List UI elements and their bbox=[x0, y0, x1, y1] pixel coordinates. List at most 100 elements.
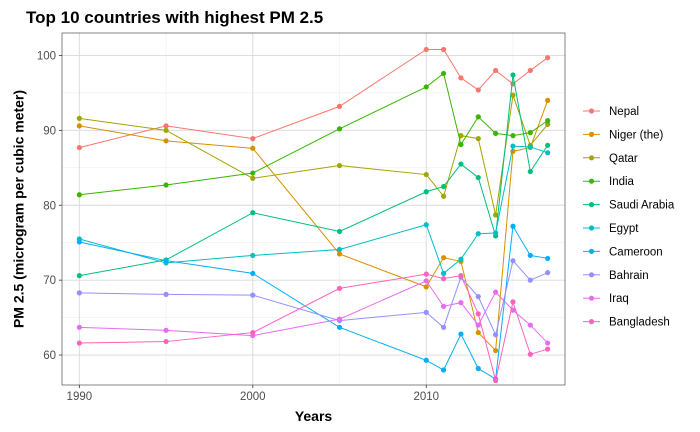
data-point bbox=[440, 276, 447, 282]
data-point bbox=[545, 340, 551, 346]
data-point bbox=[250, 136, 256, 142]
data-point bbox=[458, 273, 464, 279]
x-axis-title: Years bbox=[295, 408, 333, 424]
data-point bbox=[440, 367, 447, 373]
data-point bbox=[76, 115, 82, 121]
data-point bbox=[76, 324, 82, 330]
data-point bbox=[423, 309, 429, 315]
data-point bbox=[336, 324, 343, 330]
data-point bbox=[440, 324, 447, 330]
legend-label: Bahrain bbox=[609, 270, 649, 282]
legend-item: Iraq bbox=[583, 293, 629, 305]
series-cameroon bbox=[76, 223, 551, 382]
legend: Nepal Niger (the) Qatar India Saudi Arabia Eg… bbox=[583, 106, 675, 329]
chart-title: Top 10 countries with highest PM 2.5 bbox=[26, 8, 323, 27]
series-line bbox=[79, 72, 548, 196]
data-point bbox=[545, 150, 551, 156]
data-point bbox=[458, 300, 464, 306]
data-point bbox=[250, 292, 256, 298]
legend-item: Egypt bbox=[583, 223, 639, 235]
y-axis-title: PM 2.5 (microgram per cubic meter) bbox=[11, 90, 27, 328]
data-point bbox=[510, 133, 516, 139]
series-nepal bbox=[76, 46, 551, 151]
legend-label: Nepal bbox=[609, 106, 639, 118]
data-point bbox=[527, 322, 533, 328]
data-point bbox=[510, 143, 516, 149]
data-point bbox=[475, 231, 481, 237]
data-point bbox=[475, 311, 481, 317]
data-point bbox=[76, 239, 82, 245]
data-point bbox=[527, 144, 533, 150]
series-line bbox=[79, 259, 548, 337]
data-point bbox=[423, 222, 429, 228]
legend-item: Niger (the) bbox=[583, 129, 663, 141]
legend-key-point bbox=[588, 248, 595, 254]
legend-key-point bbox=[588, 202, 595, 208]
series-line bbox=[79, 273, 548, 381]
legend-key-point bbox=[588, 178, 595, 184]
data-point bbox=[475, 87, 481, 93]
y-tick-label: 80 bbox=[43, 200, 56, 212]
data-point bbox=[458, 141, 464, 148]
legend-item: Bangladesh bbox=[583, 317, 670, 329]
legend-key-point bbox=[588, 295, 595, 301]
data-point bbox=[545, 121, 551, 127]
series-line bbox=[79, 224, 548, 380]
legend-item: Bahrain bbox=[583, 270, 649, 282]
data-point bbox=[250, 175, 256, 181]
data-point bbox=[440, 193, 447, 199]
data-point bbox=[475, 174, 481, 181]
legend-item: Nepal bbox=[583, 106, 639, 118]
legend-item: Saudi Arabia bbox=[583, 200, 675, 212]
data-point bbox=[475, 294, 481, 300]
data-point bbox=[527, 67, 533, 74]
grid-lines bbox=[62, 33, 565, 385]
data-point bbox=[475, 114, 481, 120]
data-point bbox=[76, 273, 82, 279]
data-point bbox=[423, 46, 429, 53]
y-tick-label: 60 bbox=[43, 350, 56, 362]
data-point bbox=[250, 329, 256, 336]
legend-label: Saudi Arabia bbox=[609, 200, 675, 212]
data-point bbox=[527, 168, 533, 175]
data-point bbox=[493, 130, 499, 136]
series-qatar bbox=[76, 92, 551, 218]
legend-label: Niger (the) bbox=[609, 129, 663, 141]
legend-label: Egypt bbox=[609, 223, 639, 235]
x-tick-label: 2010 bbox=[413, 391, 439, 403]
data-point bbox=[440, 183, 447, 190]
data-point bbox=[76, 123, 82, 129]
series-line bbox=[79, 74, 549, 277]
series-lines bbox=[76, 46, 551, 384]
data-point bbox=[336, 246, 343, 253]
series-line bbox=[79, 100, 549, 352]
data-point bbox=[336, 228, 343, 235]
data-point bbox=[423, 271, 429, 277]
data-point bbox=[163, 127, 169, 133]
data-point bbox=[250, 210, 256, 216]
series-line bbox=[79, 280, 549, 344]
legend-key-point bbox=[588, 155, 595, 161]
data-point bbox=[545, 97, 551, 104]
data-point bbox=[336, 103, 343, 109]
data-point bbox=[440, 46, 447, 53]
data-point bbox=[76, 290, 82, 296]
legend-item: Qatar bbox=[583, 153, 638, 165]
data-point bbox=[458, 133, 464, 139]
data-point bbox=[493, 347, 499, 354]
data-point bbox=[163, 123, 169, 129]
y-tick-label: 90 bbox=[43, 125, 56, 137]
data-point bbox=[163, 138, 169, 144]
data-point bbox=[475, 329, 481, 336]
data-point bbox=[336, 316, 343, 322]
data-point bbox=[493, 212, 499, 218]
data-point bbox=[423, 284, 429, 290]
data-point bbox=[76, 340, 82, 346]
data-point bbox=[163, 182, 169, 188]
series-bahrain bbox=[76, 258, 551, 338]
legend-key-point bbox=[588, 272, 595, 278]
data-point bbox=[527, 252, 533, 259]
legend-label: Cameroon bbox=[609, 246, 663, 258]
